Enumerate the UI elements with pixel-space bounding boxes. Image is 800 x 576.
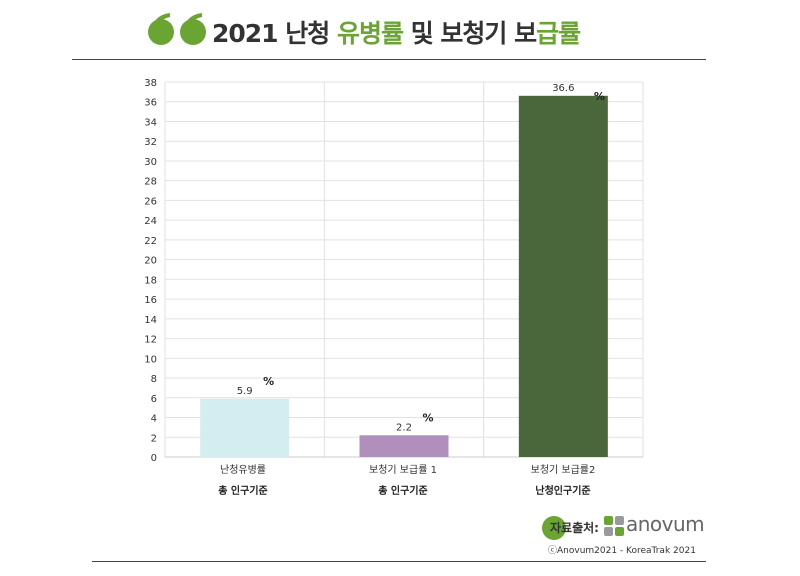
y-tick-label: 4 xyxy=(151,414,157,425)
y-tick-label: 0 xyxy=(151,453,157,464)
source-label: 자료출처: xyxy=(550,521,599,535)
bar xyxy=(359,435,449,457)
category-label: 보청기 보급률2 xyxy=(530,465,596,476)
quote-mark-icon xyxy=(148,13,174,45)
y-tick-label: 24 xyxy=(144,216,157,227)
header-divider xyxy=(72,59,706,60)
category-sublabel: 총 인구기준 xyxy=(378,486,428,497)
category-sublabel: 난청인구기준 xyxy=(535,486,591,497)
y-tick-label: 6 xyxy=(151,394,157,405)
unit-label: % xyxy=(422,411,433,424)
y-tick-label: 38 xyxy=(144,78,157,89)
y-tick-label: 14 xyxy=(144,315,157,326)
title-prefix: 2021 난청 xyxy=(212,19,337,48)
bar-chart: 024681012141618202224262830323436385.9%2… xyxy=(144,78,644,464)
title-mid: 및 보청기 보 xyxy=(403,19,537,48)
footer-divider xyxy=(92,561,706,562)
data-label: 2.2 xyxy=(396,422,412,433)
data-label: 36.6 xyxy=(552,83,574,94)
y-tick-label: 34 xyxy=(144,117,157,128)
y-tick-label: 12 xyxy=(144,335,157,346)
y-tick-label: 2 xyxy=(151,433,157,444)
y-tick-label: 26 xyxy=(144,196,157,207)
y-tick-label: 28 xyxy=(144,177,157,188)
title-accent-rate: 급률 xyxy=(536,19,581,48)
y-tick-label: 18 xyxy=(144,275,157,286)
y-tick-label: 32 xyxy=(144,137,157,148)
y-tick-label: 16 xyxy=(144,295,157,306)
unit-label: % xyxy=(594,90,605,103)
y-tick-label: 22 xyxy=(144,236,157,247)
data-label: 5.9 xyxy=(237,386,253,397)
y-tick-label: 30 xyxy=(144,157,157,168)
quote-mark-icon xyxy=(180,13,206,45)
source-badge-icon xyxy=(542,516,566,540)
y-tick-label: 10 xyxy=(144,354,157,365)
page-title: 2021 난청 유병률 및 보청기 보급률 xyxy=(212,14,581,50)
category-label: 보청기 보급률 1 xyxy=(369,465,437,476)
y-tick-label: 8 xyxy=(151,374,157,385)
category-sublabel: 총 인구기준 xyxy=(218,486,268,497)
header: 2021 난청 유병률 및 보청기 보급률 xyxy=(0,0,800,60)
anovum-logo-icon xyxy=(604,516,624,536)
category-label: 난청유병률 xyxy=(220,465,266,476)
bar xyxy=(518,95,608,457)
y-tick-label: 36 xyxy=(144,98,157,109)
copyright-text: ⓒAnovum2021 - KoreaTrak 2021 xyxy=(548,546,696,556)
unit-label: % xyxy=(263,375,274,388)
brand-name: anovum xyxy=(626,512,705,536)
source-credit: 자료출처: anovum xyxy=(542,512,705,542)
title-accent-prevalence: 유병률 xyxy=(337,19,404,48)
y-tick-label: 20 xyxy=(144,256,157,267)
bar xyxy=(200,398,290,457)
